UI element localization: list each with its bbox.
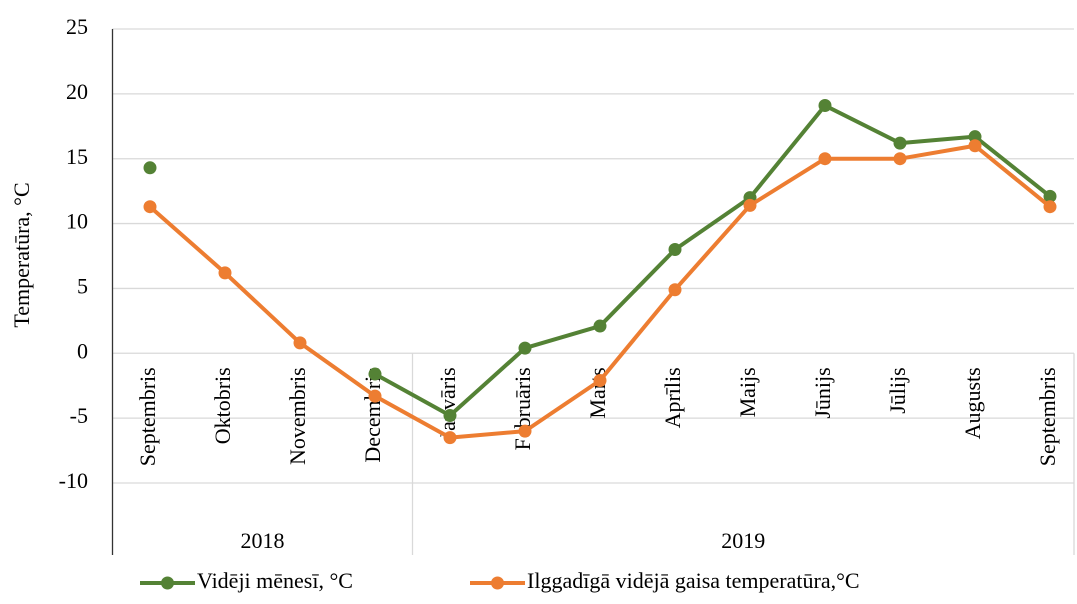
data-point xyxy=(1043,189,1057,203)
x-tick-label: Jūnijs xyxy=(810,367,835,418)
data-point xyxy=(518,341,532,355)
x-tick-label: Septembris xyxy=(135,367,160,466)
data-point xyxy=(743,198,757,212)
data-point xyxy=(368,389,382,403)
legend-label: Vidēji mēnesī, °C xyxy=(197,568,353,593)
x-tick-label: Janvāris xyxy=(435,367,460,439)
data-point xyxy=(593,374,607,388)
data-point xyxy=(218,266,232,280)
y-tick-label: 15 xyxy=(66,144,88,169)
data-point xyxy=(443,409,457,423)
data-point xyxy=(968,139,982,153)
data-point xyxy=(668,283,682,297)
y-axis-label: Temperatūra, °C xyxy=(9,182,34,327)
data-point xyxy=(893,136,907,150)
data-point xyxy=(668,243,682,257)
y-tick-label: 25 xyxy=(66,14,88,39)
x-tick-label: Novembris xyxy=(285,367,310,465)
data-point xyxy=(593,319,607,333)
data-point xyxy=(818,152,832,166)
series-line xyxy=(374,103,1052,418)
data-point xyxy=(368,367,382,381)
x-tick-label: Decembris xyxy=(360,367,385,462)
data-point xyxy=(143,200,157,214)
data-point xyxy=(1043,200,1057,214)
y-tick-label: 20 xyxy=(66,79,88,104)
y-tick-label: -5 xyxy=(70,403,88,428)
x-tick-label: Maijs xyxy=(735,367,760,417)
x-tick-label: Februāris xyxy=(510,367,535,450)
data-point xyxy=(143,161,157,175)
x-tick-label: Augusts xyxy=(960,367,985,439)
y-tick-label: 10 xyxy=(66,209,88,234)
y-tick-label: 0 xyxy=(77,338,88,363)
x-tick-label: Septembris xyxy=(1035,367,1060,466)
data-point xyxy=(818,99,832,113)
x-tick-label: Oktobris xyxy=(210,367,235,444)
data-point xyxy=(293,336,307,350)
data-point xyxy=(968,130,982,144)
x-tick-label: Jūlijs xyxy=(885,367,910,413)
legend-marker xyxy=(491,576,504,590)
data-point xyxy=(518,424,532,438)
y-tick-label: 5 xyxy=(77,273,88,298)
y-tick-label: -10 xyxy=(59,468,88,493)
group-label: 2019 xyxy=(721,528,765,553)
legend-marker xyxy=(161,576,174,590)
data-point xyxy=(893,152,907,166)
legend-label: Ilggadīgā vidējā gaisa temperatūra,°C xyxy=(527,568,860,593)
x-tick-label: Aprīlis xyxy=(660,367,685,428)
group-label: 2018 xyxy=(241,528,285,553)
data-point xyxy=(443,431,457,445)
